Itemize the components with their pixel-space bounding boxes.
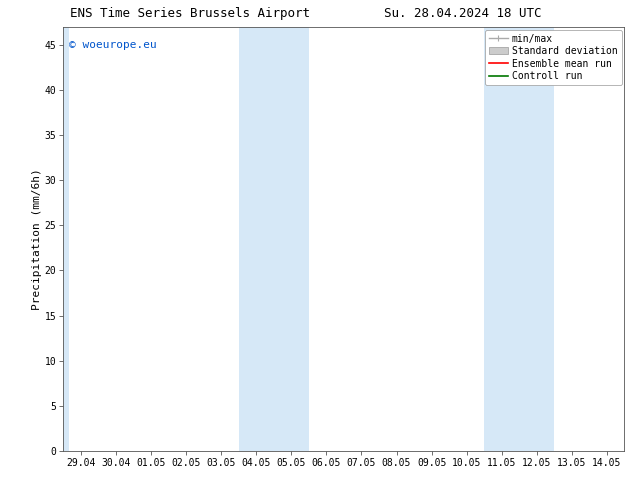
Bar xyxy=(63,27,68,451)
Bar xyxy=(484,27,519,451)
Text: © woeurope.eu: © woeurope.eu xyxy=(69,40,157,49)
Bar xyxy=(274,27,309,451)
Text: ENS Time Series Brussels Airport: ENS Time Series Brussels Airport xyxy=(70,7,310,21)
Text: Su. 28.04.2024 18 UTC: Su. 28.04.2024 18 UTC xyxy=(384,7,541,21)
Bar xyxy=(519,27,554,451)
Legend: min/max, Standard deviation, Ensemble mean run, Controll run: min/max, Standard deviation, Ensemble me… xyxy=(485,30,621,85)
Bar xyxy=(239,27,274,451)
Y-axis label: Precipitation (mm/6h): Precipitation (mm/6h) xyxy=(32,168,42,310)
